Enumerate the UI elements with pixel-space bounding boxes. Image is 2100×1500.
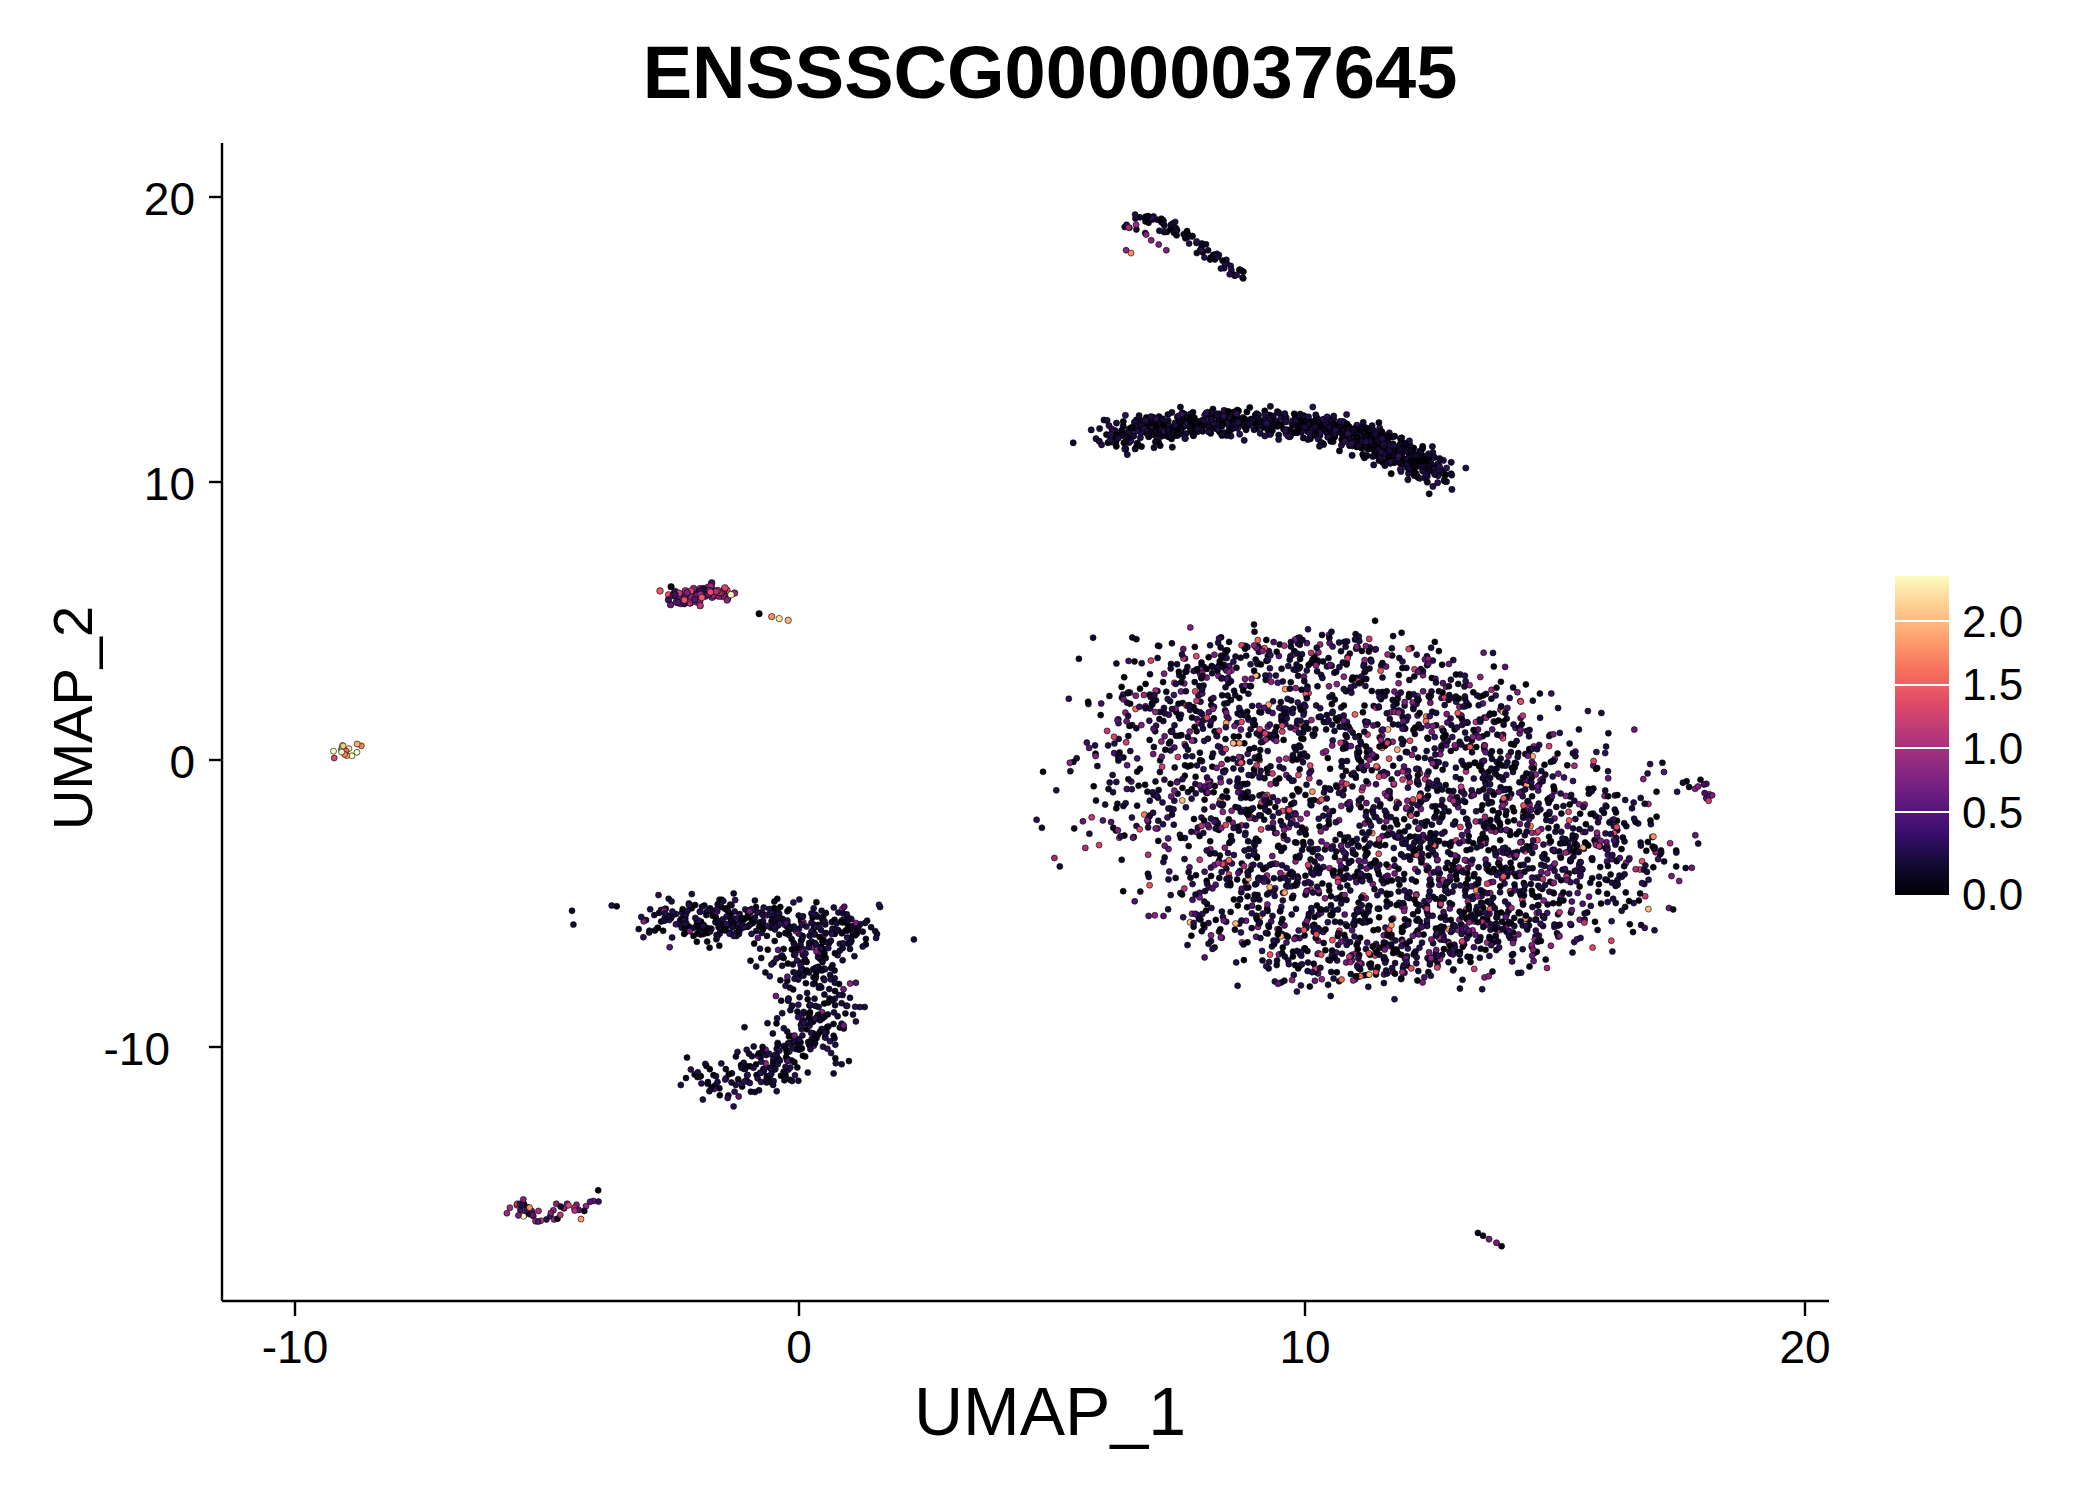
svg-text:UMAP_2: UMAP_2 bbox=[41, 606, 104, 830]
